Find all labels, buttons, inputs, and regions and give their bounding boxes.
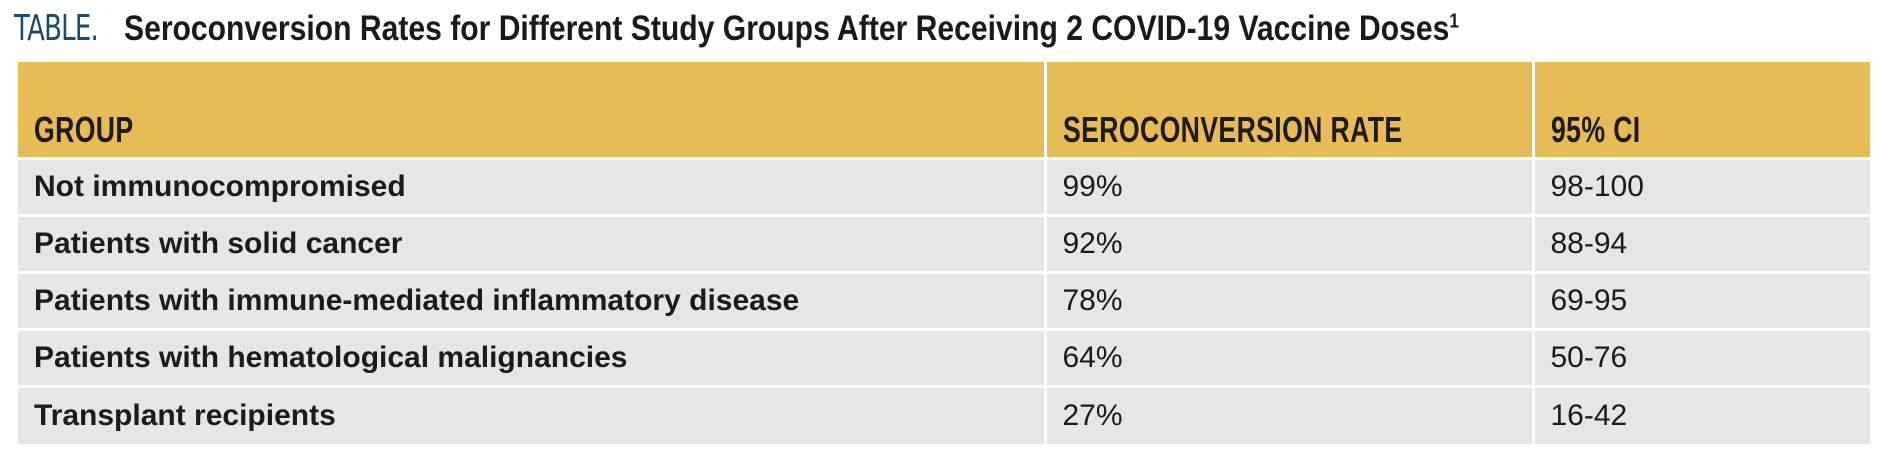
group-cell: Patients with hematological malignancies <box>18 329 1047 388</box>
caption-title: Seroconversion Rates for Different Study… <box>124 9 1459 49</box>
group-cell: Patients with immune-mediated inflammato… <box>18 272 1047 331</box>
caption-title-text: Seroconversion Rates for Different Study… <box>124 9 1450 48</box>
group-cell: Patients with solid cancer <box>18 215 1047 274</box>
seroconversion-table: GROUP SEROCONVERSION RATE 95% CI Not imm… <box>18 62 1870 444</box>
rate-cell: 78% <box>1045 272 1535 331</box>
rate-cell: 99% <box>1045 158 1535 217</box>
column-header-ci-label: 95% CI <box>1550 109 1641 150</box>
header-row: GROUP SEROCONVERSION RATE 95% CI <box>18 62 1870 160</box>
table-row: Transplant recipients 27% 16-42 <box>18 386 1870 444</box>
ci-cell: 88-94 <box>1533 215 1870 274</box>
column-header-rate-label: SEROCONVERSION RATE <box>1062 109 1403 150</box>
column-header-rate: SEROCONVERSION RATE <box>1045 62 1535 160</box>
rate-cell: 92% <box>1045 215 1535 274</box>
table-row: Patients with hematological malignancies… <box>18 329 1870 388</box>
ci-cell: 16-42 <box>1533 386 1870 444</box>
group-cell: Transplant recipients <box>18 386 1047 444</box>
table-row: Not immunocompromised 99% 98-100 <box>18 158 1870 217</box>
caption-label: TABLE. <box>14 8 99 49</box>
ci-cell: 98-100 <box>1533 158 1870 217</box>
ci-cell: 50-76 <box>1533 329 1870 388</box>
table-row: Patients with immune-mediated inflammato… <box>18 272 1870 331</box>
caption-footnote: 1 <box>1449 10 1459 33</box>
group-cell: Not immunocompromised <box>18 158 1047 217</box>
column-header-group-label: GROUP <box>34 109 134 150</box>
rate-cell: 27% <box>1045 386 1535 444</box>
column-header-group: GROUP <box>18 62 1047 160</box>
table-caption: TABLE. Seroconversion Rates for Differen… <box>14 8 1676 58</box>
table-row: Patients with solid cancer 92% 88-94 <box>18 215 1870 274</box>
column-header-ci: 95% CI <box>1533 62 1870 160</box>
rate-cell: 64% <box>1045 329 1535 388</box>
ci-cell: 69-95 <box>1533 272 1870 331</box>
